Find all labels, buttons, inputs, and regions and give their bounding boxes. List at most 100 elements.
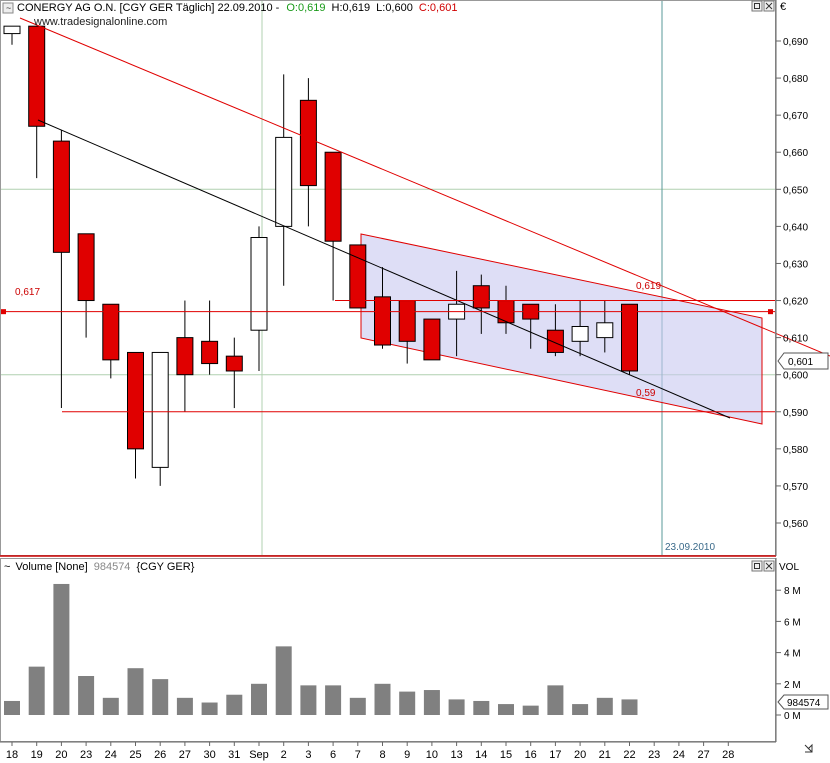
volume-bar (28, 666, 45, 715)
level-handle (768, 309, 773, 315)
price-tick-label: 0,570 (783, 482, 808, 493)
volume-panel-restore-button[interactable] (751, 560, 763, 572)
date-tick-label: 20 (574, 749, 586, 761)
close-value: C:0,601 (419, 2, 458, 14)
chart-title: CONERGY AG O.N. [CGY GER Täglich] 22.09.… (17, 2, 280, 14)
volume-title: Volume [None] (16, 561, 88, 573)
low-value: L:0,600 (376, 2, 413, 14)
candle-body (52, 140, 70, 253)
header-icon-glyph: ~ (6, 3, 11, 13)
candle-body (28, 25, 46, 127)
date-tick-label: 13 (450, 749, 462, 761)
candle-body (299, 99, 317, 187)
regression-channel (360, 233, 763, 425)
volume-bar (78, 676, 95, 715)
price-tick-label: 0,690 (783, 37, 808, 48)
volume-panel-close-button[interactable] (763, 560, 775, 572)
price-tick-label: 0,610 (783, 334, 808, 345)
volume-bar (547, 685, 564, 715)
header-icon[interactable] (2, 2, 14, 14)
candle-body (151, 351, 169, 468)
volume-bar (201, 702, 218, 715)
volume-bar (399, 691, 416, 715)
date-tick-label: 25 (129, 749, 141, 761)
volume-bar (152, 679, 169, 715)
volume-tick-label: 2 M (784, 680, 801, 691)
volume-bar (498, 704, 514, 715)
volume-bar (423, 690, 440, 715)
volume-bar (226, 694, 243, 715)
date-tick-label: 14 (475, 749, 487, 761)
volume-icon: ~ (4, 561, 10, 573)
last-price-badge: 0,601 (777, 352, 829, 370)
open-value: O:0,619 (286, 2, 325, 14)
date-tick-label: 20 (55, 749, 67, 761)
upper-trendline (19, 17, 830, 357)
candle-body (201, 340, 219, 365)
upper-level-label: 0,619 (636, 281, 661, 292)
price-tick-label: 0,560 (783, 519, 808, 530)
date-tick-label: 6 (330, 749, 336, 761)
volume-bar (4, 700, 20, 715)
date-tick-label: 15 (500, 749, 512, 761)
candle-body (102, 303, 120, 361)
price-tick-label: 0,640 (783, 222, 808, 233)
candle-body (250, 237, 268, 331)
volume-tick-label: 4 M (784, 649, 801, 660)
volume-axis-unit: VOL (779, 562, 799, 573)
left-level-label: 0,617 (15, 287, 40, 298)
candlestick-series (3, 25, 638, 486)
date-tick-label: 26 (154, 749, 166, 761)
volume-bar (127, 668, 144, 715)
volume-bar (176, 697, 193, 715)
date-tick-label: 17 (549, 749, 561, 761)
trend-lines (0, 17, 830, 419)
svg-text:984574: 984574 (787, 698, 821, 709)
price-panel-restore-button[interactable] (751, 0, 763, 12)
date-axis: 18 19 20 23 24 25 26 27 30 31 Sep 2 3 6 7 8 9 10 13 14 15 16 1… (6, 742, 734, 761)
volume-bar (596, 697, 613, 715)
price-panel-close-button[interactable] (763, 0, 775, 12)
svg-text:CONERGY AG O.N. [CGY GER Tägl: CONERGY AG O.N. [CGY GER Täglich] 22.09.… (17, 2, 457, 14)
price-axis: 0,560 0,570 0,580 0,590 0,600 0,610 0,620 0,630… (775, 0, 808, 556)
scroll-arrows-icon[interactable] (804, 743, 813, 753)
price-tick-label: 0,630 (783, 259, 808, 270)
candle-body (176, 337, 194, 376)
candle-body (546, 329, 564, 353)
volume-bar (448, 699, 465, 715)
price-tick-label: 0,580 (783, 445, 808, 456)
volume-bar (522, 705, 539, 715)
volume-bar (102, 697, 119, 715)
price-tick-label: 0,650 (783, 185, 808, 196)
volume-bar (275, 646, 292, 715)
date-label: 23.09.2010 (665, 542, 715, 553)
price-tick-label: 0,660 (783, 148, 808, 159)
last-volume-badge: 984574 (777, 694, 829, 710)
candle-body (621, 303, 638, 372)
watermark: www.tradesignalonline.com (33, 16, 167, 28)
candle-body (472, 285, 490, 309)
volume-value: 984574 (94, 561, 131, 573)
level-handle (1, 309, 6, 315)
volume-bar (374, 683, 391, 715)
high-value: H:0,619 (332, 2, 371, 14)
date-tick-label: 31 (228, 749, 240, 761)
date-tick-label: 21 (599, 749, 611, 761)
date-tick-label: 9 (404, 749, 410, 761)
volume-series (4, 583, 638, 715)
volume-tick-label: 8 M (784, 586, 801, 597)
candle-body (127, 351, 144, 450)
svg-text:0,601: 0,601 (788, 357, 813, 368)
candle-body (423, 318, 441, 361)
currency-label: € (780, 1, 786, 13)
volume-bar (300, 685, 317, 715)
date-tick-label: 16 (525, 749, 537, 761)
candle-body (596, 322, 614, 339)
date-tick-label: 24 (105, 749, 117, 761)
date-tick-label: 3 (305, 749, 311, 761)
volume-tick-label: 0 M (784, 711, 801, 722)
volume-bar (572, 704, 589, 715)
date-tick-label: 23 (80, 749, 92, 761)
volume-bar (473, 700, 490, 715)
date-tick-label: 30 (203, 749, 215, 761)
